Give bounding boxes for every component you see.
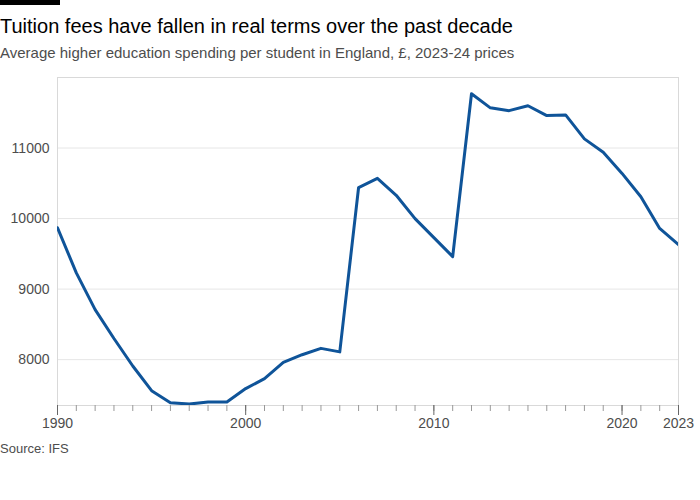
html-text:Source: IFS: Source: IFS xyxy=(0,441,69,456)
svg-text:10000: 10000 xyxy=(11,210,50,226)
svg-text:1990: 1990 xyxy=(42,415,73,431)
html-text:Average higher education spend: Average higher education spending per st… xyxy=(0,44,515,61)
html-text:Tuition fees have fallen in re: Tuition fees have fallen in real terms o… xyxy=(0,15,513,37)
svg-text:2023: 2023 xyxy=(663,415,694,431)
svg-text:9000: 9000 xyxy=(18,281,49,297)
svg-text:2010: 2010 xyxy=(418,415,449,431)
svg-text:2020: 2020 xyxy=(606,415,637,431)
svg-text:2000: 2000 xyxy=(230,415,261,431)
svg-text:8000: 8000 xyxy=(18,351,49,367)
svg-text:11000: 11000 xyxy=(12,140,50,156)
